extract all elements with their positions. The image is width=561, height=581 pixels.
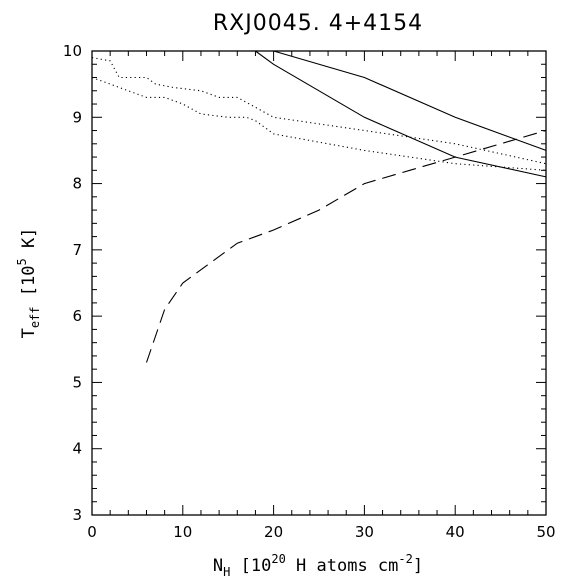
x-tick-label: 50 — [536, 523, 555, 541]
y-tick-label: 4 — [72, 440, 82, 458]
label-layer: 0 10 20 30 40 50 3 4 5 6 7 8 9 10 — [63, 42, 556, 541]
chart-title: RXJ0045. 4+4154 — [213, 11, 423, 36]
x-axis-label: NH [1020 H atoms cm-2] — [213, 552, 423, 579]
series-line-1-solid — [273, 50, 547, 151]
y-tick-label: 9 — [72, 108, 82, 126]
tick-layer — [91, 50, 547, 516]
x-tick-label: 10 — [173, 523, 192, 541]
series-line-3-dotted — [91, 57, 547, 165]
x-tick-label: 20 — [264, 523, 283, 541]
y-tick-label: 7 — [72, 241, 82, 259]
y-tick-label: 10 — [63, 42, 82, 60]
y-axis-label: Teff [105 K] — [15, 228, 42, 339]
x-tick-label: 0 — [87, 523, 97, 541]
y-tick-label: 5 — [72, 373, 82, 391]
series-line-2-solid — [255, 50, 547, 178]
series-line-5-dashed — [145, 129, 547, 363]
series-layer — [91, 50, 547, 363]
y-tick-label: 3 — [72, 506, 82, 524]
x-tick-label: 40 — [446, 523, 465, 541]
y-tick-label: 6 — [72, 307, 82, 325]
y-tick-label: 8 — [72, 175, 82, 193]
plot-frame — [91, 50, 547, 516]
x-tick-label: 30 — [355, 523, 374, 541]
